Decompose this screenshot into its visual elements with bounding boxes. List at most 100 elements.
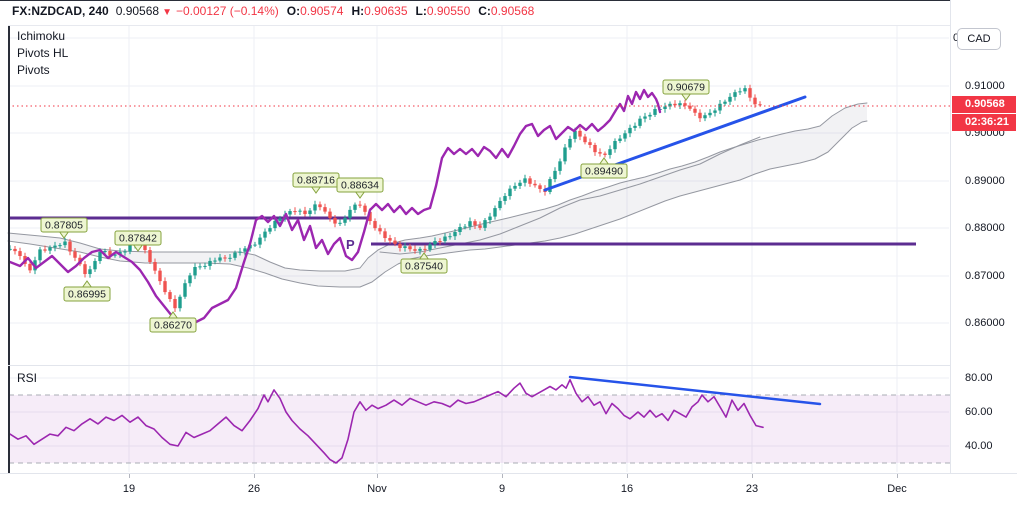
candle [603,151,607,158]
svg-text:0.88716: 0.88716 [297,175,335,187]
candle [268,225,272,235]
rsi-pane-title[interactable]: RSI [17,371,38,385]
close-label: C: [478,4,491,18]
candle [598,148,602,157]
candle [38,246,42,264]
candle [748,84,752,102]
close-value: 0.90568 [490,4,535,18]
candle [448,232,452,240]
candle [533,180,537,188]
candle [353,202,357,214]
pivot-label: 0.88716 [292,172,340,194]
candle [303,206,307,217]
candle [58,242,62,249]
pivot-label: 0.87540 [400,252,448,274]
candle [28,260,32,274]
candle [188,272,192,287]
candle [723,99,727,106]
candle [498,197,502,211]
price-axis[interactable]: 0 CAD 0.91000 0.90000 0.89000 0.88000 0.… [950,0,1017,502]
svg-text:0.87805: 0.87805 [45,220,83,232]
rsi-axis-label: 80.00 [965,372,993,384]
candle [388,234,392,244]
pivot-label: 0.86270 [149,311,197,333]
candlestick-series [8,84,762,312]
candle [408,243,412,252]
candle [728,93,732,105]
symbol-header: FX:NZDCAD, 240 0.90568 ▼ −0.00127 (−0.14%) O… [12,4,534,18]
candle [83,260,87,278]
candle [418,246,422,255]
candle [208,257,212,270]
low-value: 0.90550 [426,4,471,18]
candle [328,208,332,222]
symbol-name[interactable]: FX:NZDCAD, 240 [12,4,109,18]
candle [333,215,337,228]
candle [198,263,202,270]
candle [313,200,317,215]
candle [678,100,682,109]
legend-item-pivots[interactable]: Pivots [17,63,50,77]
time-axis-label: 26 [247,483,261,495]
candle [343,215,347,226]
candle [438,238,442,245]
rsi-line [9,378,764,464]
candle [278,215,282,225]
candle [373,218,377,231]
time-axis-tick [752,474,753,478]
candle [578,127,582,141]
candle [88,265,92,278]
time-axis-tick [897,474,898,478]
last-price: 0.90568 [115,4,160,18]
candle [463,223,467,230]
candle [253,241,257,247]
pivot-label: 0.87842 [114,230,162,252]
candle [483,217,487,231]
price-change: −0.00127 (−0.14%) [175,4,279,18]
candle [68,238,72,256]
legend-item-pivots-hl[interactable]: Pivots HL [17,46,69,60]
chikou-span-line [8,88,662,330]
header-separator [8,25,1017,26]
candle [423,245,427,253]
candle [513,182,517,191]
candle [238,247,242,256]
pivot-label: 0.90679 [662,79,710,101]
candle [298,208,302,216]
time-axis[interactable]: 19 26 Nov 9 16 23 Dec [0,473,1017,503]
candle [18,247,22,260]
candle [258,234,262,249]
chart-canvas[interactable]: 0.87805 0.87842 0.86995 0.86270 0.88716 0.886… [0,0,950,502]
ichimoku-kijun-line [379,136,761,255]
rsi-trendline[interactable] [568,375,822,406]
candle [203,262,207,270]
candle [243,246,247,256]
time-axis-label: 23 [745,483,759,495]
candle [183,279,187,299]
currency-toggle-button[interactable]: CAD [957,28,1001,50]
candle [733,89,737,101]
time-axis-label: 19 [122,483,136,495]
candle [148,246,152,265]
pane-left-border [8,25,10,502]
rsi-band [9,394,950,464]
price-axis-label: 0.88000 [965,222,1005,234]
candle [413,245,417,254]
legend-item-ichimoku[interactable]: Ichimoku [17,29,66,43]
svg-text:0.87540: 0.87540 [405,261,443,273]
time-axis-tick [129,474,130,478]
candle [163,277,167,295]
svg-text:0.90679: 0.90679 [667,82,705,94]
candle [743,85,747,94]
price-axis-label: 0.91000 [965,80,1005,92]
price-axis-label: 0.87000 [965,270,1005,282]
candle [458,223,462,236]
candle [673,100,677,108]
candle [453,228,457,241]
candle [383,228,387,242]
candle [608,145,612,159]
direction-down-icon: ▼ [162,7,172,18]
candle [48,245,52,255]
time-axis-tick [502,474,503,478]
indicator-legend: Ichimoku Pivots HL Pivots [17,28,68,79]
